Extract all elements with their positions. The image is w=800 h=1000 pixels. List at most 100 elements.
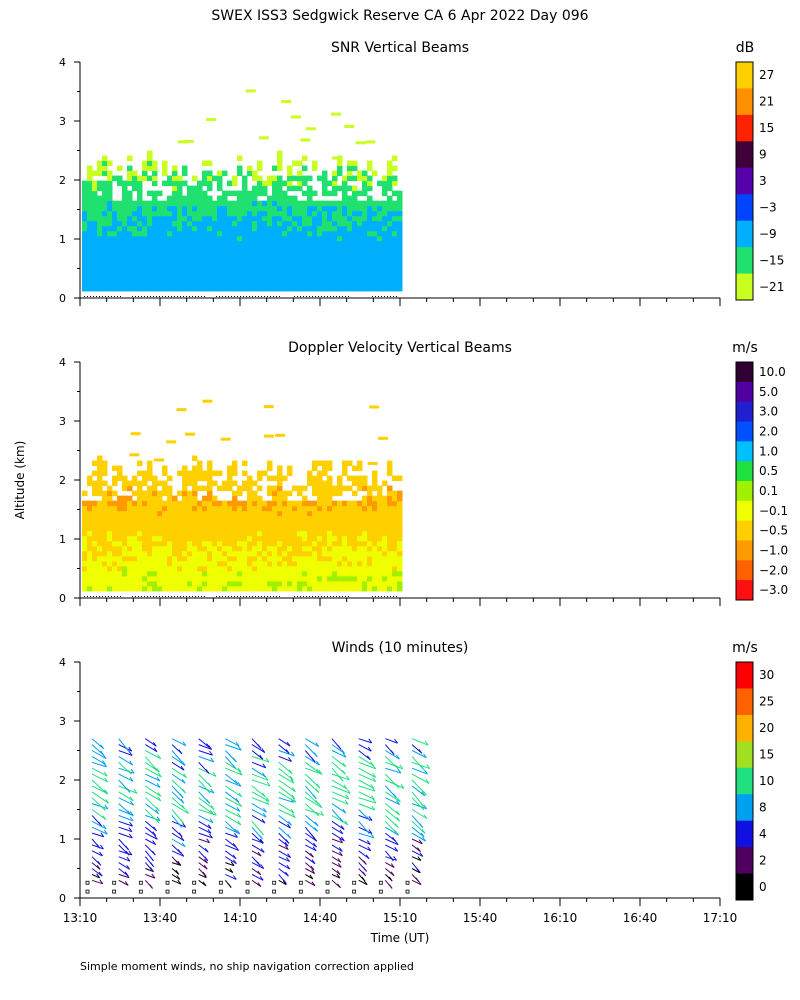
heatmap-cell	[192, 470, 198, 477]
heatmap-cell	[382, 525, 388, 532]
heatmap-cell	[97, 255, 103, 262]
heatmap-cell	[157, 220, 163, 227]
heatmap-cell	[97, 220, 103, 227]
wind-barb-feather	[424, 769, 428, 775]
heatmap-cell	[302, 580, 308, 587]
wind-barb-feather	[394, 840, 399, 845]
heatmap-cell	[187, 575, 193, 582]
heatmap-cell	[122, 485, 128, 492]
heatmap-cell	[227, 285, 233, 292]
colorbar-swatch	[736, 520, 753, 541]
heatmap-cell	[247, 245, 253, 252]
heatmap-cell	[97, 245, 103, 252]
heatmap-cell	[287, 505, 293, 512]
heatmap-cell	[232, 575, 238, 582]
heatmap-cell	[252, 275, 258, 282]
wind-barb-feather	[341, 749, 345, 754]
heatmap-cell	[377, 560, 383, 567]
heatmap-cell	[97, 520, 103, 527]
heatmap-cell	[372, 540, 378, 547]
wind-barb-feather	[282, 879, 287, 884]
heatmap-cell	[357, 210, 363, 217]
heatmap-cell	[142, 160, 148, 167]
heatmap-cell	[357, 200, 363, 207]
heatmap-cell	[302, 175, 308, 182]
heatmap-cell	[207, 200, 213, 207]
heatmap-cell	[129, 453, 140, 457]
wind-barb	[331, 773, 350, 781]
heatmap-cell	[347, 185, 353, 192]
heatmap-cell	[122, 195, 128, 202]
heatmap-cell	[87, 565, 93, 572]
heatmap-cell	[387, 235, 393, 242]
heatmap-cell	[267, 250, 273, 257]
wind-barb	[411, 850, 423, 857]
heatmap-cell	[367, 510, 373, 517]
heatmap-cell	[332, 530, 338, 537]
heatmap-cell	[307, 555, 313, 562]
heatmap-cell	[82, 520, 88, 527]
heatmap-cell	[387, 460, 393, 467]
heatmap-cell	[287, 285, 293, 292]
wind-barb	[411, 750, 427, 759]
heatmap-cell	[267, 565, 273, 572]
heatmap-cell	[292, 240, 298, 247]
availability-dot	[186, 596, 187, 597]
heatmap-cell	[137, 210, 143, 217]
heatmap-cell	[392, 200, 398, 207]
heatmap-cell	[282, 235, 288, 242]
heatmap-cell	[87, 525, 93, 532]
heatmap-cell	[112, 250, 118, 257]
heatmap-cell	[157, 545, 163, 552]
heatmap-cell	[282, 270, 288, 277]
heatmap-cell	[257, 210, 263, 217]
wind-barb	[144, 797, 160, 812]
heatmap-cell	[282, 535, 288, 542]
heatmap-cell	[247, 165, 253, 172]
heatmap-cell	[372, 510, 378, 517]
heatmap-cell	[227, 545, 233, 552]
wind-barb-feather	[393, 793, 397, 799]
wind-barb-feather	[287, 853, 292, 859]
heatmap-cell	[152, 475, 158, 482]
heatmap-cell	[147, 585, 153, 592]
heatmap-cell	[247, 195, 253, 202]
heatmap-cell	[357, 460, 363, 467]
heatmap-cell	[152, 495, 158, 502]
heatmap-cell	[337, 215, 343, 222]
wind-barb	[171, 797, 186, 810]
heatmap-cell	[187, 230, 193, 237]
colorbar-swatch	[736, 481, 753, 502]
wind-barb	[411, 738, 429, 746]
heatmap-cell	[147, 520, 153, 527]
heatmap-cell	[317, 585, 323, 592]
wind-barb-feather	[362, 871, 367, 877]
wind-barb-feather	[234, 779, 239, 785]
wind-barb	[251, 868, 261, 876]
heatmap-cell	[392, 475, 398, 482]
availability-dot	[147, 296, 148, 297]
heatmap-cell	[252, 170, 258, 177]
heatmap-cell	[217, 240, 223, 247]
heatmap-cell	[227, 235, 233, 242]
heatmap-cell	[277, 255, 283, 262]
heatmap-cell	[362, 235, 368, 242]
wind-barb	[145, 785, 162, 797]
heatmap-cell	[342, 240, 348, 247]
heatmap-cell	[192, 580, 198, 587]
heatmap-cell	[132, 475, 138, 482]
heatmap-cell	[167, 570, 173, 577]
heatmap-cell	[142, 235, 148, 242]
heatmap-cell	[232, 550, 238, 557]
heatmap-cell	[242, 175, 248, 182]
availability-dot	[183, 296, 184, 297]
wind-barb	[358, 803, 376, 811]
wind-barb-feather	[420, 802, 425, 807]
heatmap-cell	[307, 540, 313, 547]
wind-barb	[145, 832, 158, 840]
heatmap-cell	[367, 500, 373, 507]
heatmap-cell	[252, 260, 258, 267]
heatmap-cell	[377, 495, 383, 502]
heatmap-cell	[202, 555, 208, 562]
wind-barb-feather	[288, 757, 292, 762]
